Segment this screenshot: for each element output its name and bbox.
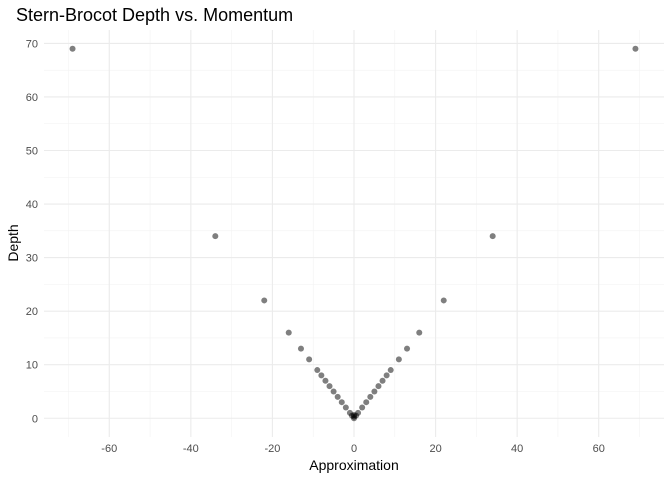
y-tick-label: 0 <box>32 413 38 425</box>
data-point <box>383 372 390 379</box>
data-point <box>363 399 370 406</box>
data-point <box>326 383 333 390</box>
y-tick-label: 70 <box>26 38 38 50</box>
data-point <box>379 377 386 384</box>
data-point <box>489 233 496 240</box>
y-tick-label: 30 <box>26 253 38 265</box>
data-point <box>371 388 378 395</box>
data-point <box>318 372 325 379</box>
data-point <box>306 356 313 363</box>
data-point <box>261 297 268 304</box>
x-tick-label: 0 <box>351 443 357 455</box>
x-tick-label: 40 <box>511 443 523 455</box>
x-tick-label: 60 <box>593 443 605 455</box>
y-tick-label: 60 <box>26 92 38 104</box>
data-point <box>212 233 219 240</box>
data-point <box>285 329 292 336</box>
y-tick-label: 20 <box>26 306 38 318</box>
y-tick-label: 40 <box>26 199 38 211</box>
y-tick-label: 10 <box>26 360 38 372</box>
data-point <box>404 345 411 352</box>
data-point <box>375 383 382 390</box>
data-point <box>367 393 374 400</box>
y-axis-label: Depth <box>5 224 21 261</box>
x-tick-label: -20 <box>264 443 280 455</box>
x-tick-labels: -60 -40 -20 0 20 40 60 <box>101 443 605 455</box>
data-point <box>338 399 345 406</box>
data-points <box>69 45 639 422</box>
data-point <box>297 345 304 352</box>
data-point <box>342 404 349 411</box>
data-point <box>69 45 76 52</box>
y-tick-label: 50 <box>26 145 38 157</box>
chart-title: Stern-Brocot Depth vs. Momentum <box>16 5 293 25</box>
data-point <box>387 367 394 374</box>
data-point <box>440 297 447 304</box>
data-point <box>330 388 337 395</box>
x-tick-label: -40 <box>183 443 199 455</box>
x-tick-label: -60 <box>101 443 117 455</box>
y-tick-labels: 0 10 20 30 40 50 60 70 <box>26 38 38 425</box>
data-point <box>334 393 341 400</box>
data-point <box>322 377 329 384</box>
x-tick-label: 20 <box>429 443 441 455</box>
data-point <box>632 45 639 52</box>
x-axis-label: Approximation <box>309 457 399 473</box>
data-point <box>353 412 360 419</box>
data-point <box>359 404 366 411</box>
data-point <box>395 356 402 363</box>
grid <box>44 30 664 437</box>
data-point <box>416 329 423 336</box>
data-point <box>314 367 321 374</box>
